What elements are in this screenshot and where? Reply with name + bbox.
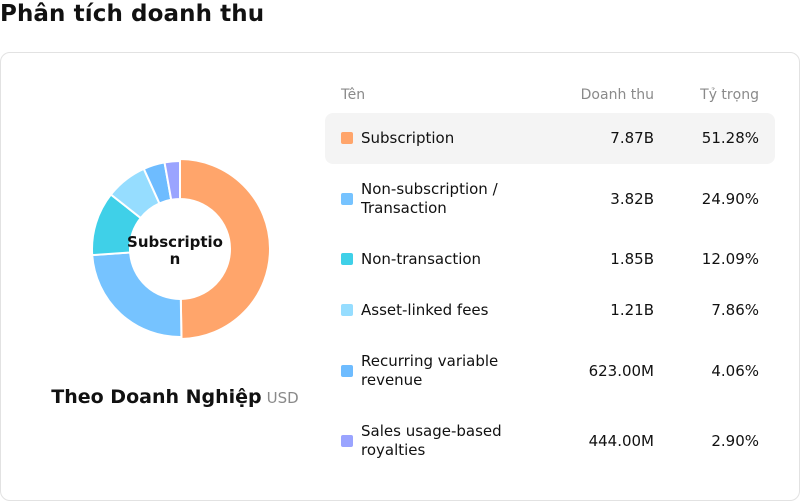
table-row[interactable]: Non-subscription / Transaction 3.82B 24.… bbox=[325, 172, 775, 226]
legend-swatch bbox=[341, 253, 353, 265]
donut-center-label: Subscription bbox=[127, 233, 223, 268]
row-revenue: 444.00M bbox=[588, 432, 654, 450]
row-name: Non-transaction bbox=[361, 250, 482, 268]
row-revenue: 1.85B bbox=[610, 250, 654, 268]
row-share: 2.90% bbox=[711, 432, 759, 450]
legend-swatch bbox=[341, 132, 353, 144]
row-revenue: 7.87B bbox=[610, 129, 654, 147]
donut-slice-0[interactable] bbox=[179, 157, 271, 341]
row-share: 7.86% bbox=[711, 301, 759, 319]
donut-chart bbox=[91, 157, 271, 341]
page-title: Phân tích doanh thu bbox=[0, 1, 265, 27]
row-share: 12.09% bbox=[701, 250, 759, 268]
table-row[interactable]: Asset-linked fees 1.21B 7.86% bbox=[325, 291, 775, 329]
row-share: 4.06% bbox=[711, 362, 759, 380]
column-header-share[interactable]: Tỷ trọng bbox=[700, 87, 759, 103]
chart-caption: Theo Doanh Nghiệp USD bbox=[0, 386, 350, 408]
row-name: Non-subscription / Transaction bbox=[361, 180, 498, 217]
row-share: 51.28% bbox=[701, 129, 759, 147]
row-revenue: 1.21B bbox=[610, 301, 654, 319]
legend-swatch bbox=[341, 435, 353, 447]
currency-unit: USD bbox=[266, 389, 299, 407]
table-row[interactable]: Non-transaction 1.85B 12.09% bbox=[325, 240, 775, 278]
row-share: 24.90% bbox=[701, 190, 759, 208]
caption-title: Theo Doanh Nghiệp bbox=[51, 386, 262, 408]
table-row[interactable]: Sales usage-based royalties 444.00M 2.90… bbox=[325, 414, 775, 468]
table-row[interactable]: Subscription 7.87B 51.28% bbox=[325, 113, 775, 164]
column-header-revenue[interactable]: Doanh thu bbox=[580, 87, 654, 103]
row-revenue: 623.00M bbox=[588, 362, 654, 380]
row-name: Sales usage-based royalties bbox=[361, 422, 502, 459]
row-name: Subscription bbox=[361, 129, 455, 147]
column-header-name[interactable]: Tên bbox=[341, 87, 366, 103]
table-row[interactable]: Recurring variable revenue 623.00M 4.06% bbox=[325, 344, 775, 398]
row-name: Recurring variable revenue bbox=[361, 352, 499, 389]
row-revenue: 3.82B bbox=[610, 190, 654, 208]
donut-slice-5[interactable] bbox=[163, 159, 181, 201]
row-name: Asset-linked fees bbox=[361, 301, 489, 319]
donut-slice-1[interactable] bbox=[91, 251, 183, 338]
legend-swatch bbox=[341, 365, 353, 377]
legend-swatch bbox=[341, 193, 353, 205]
legend-swatch bbox=[341, 304, 353, 316]
